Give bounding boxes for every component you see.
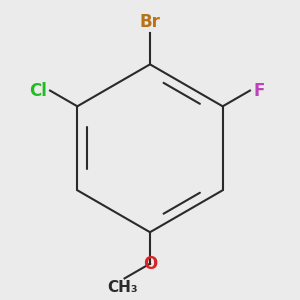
Text: F: F: [253, 82, 265, 100]
Text: O: O: [143, 255, 157, 273]
Text: Br: Br: [140, 13, 160, 31]
Text: Cl: Cl: [29, 82, 47, 100]
Text: CH₃: CH₃: [107, 280, 138, 296]
